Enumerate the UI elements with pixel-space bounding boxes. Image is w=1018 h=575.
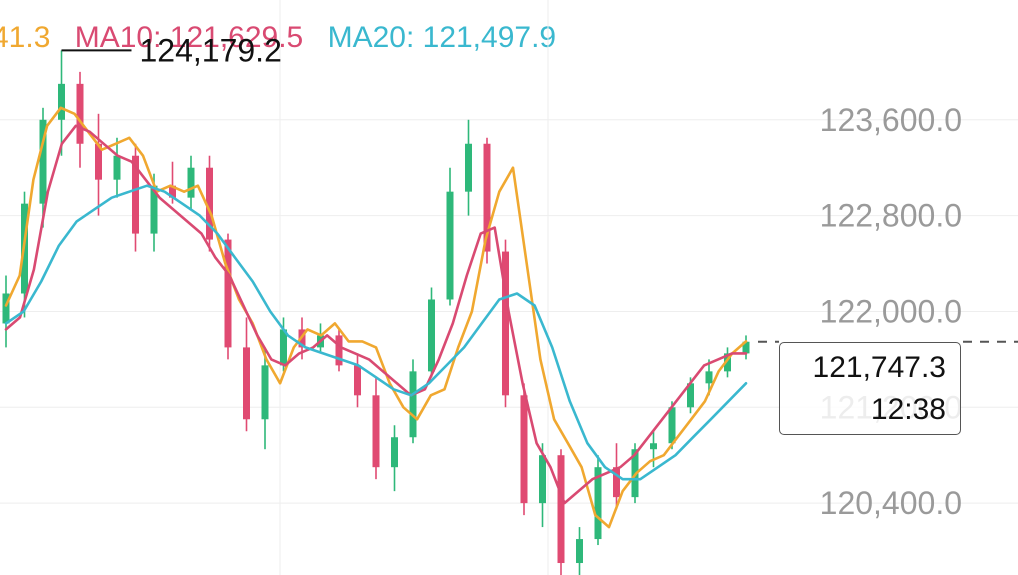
- candle-body: [705, 371, 713, 384]
- candle-body: [594, 467, 602, 540]
- candle-body: [428, 299, 435, 372]
- candles: [2, 50, 750, 575]
- candle-body: [372, 395, 380, 468]
- y-tick-label: 122,000.0: [820, 293, 962, 329]
- last-price-value: 121,747.3: [812, 351, 946, 384]
- ma5-legend: 41.3: [0, 21, 51, 54]
- candle-body: [539, 455, 546, 504]
- candle-body: [687, 383, 694, 408]
- candle-body: [557, 455, 565, 564]
- candle-body: [724, 353, 731, 372]
- candle-body: [58, 83, 65, 120]
- candle-body: [243, 347, 250, 420]
- ma-line-ma10: [4, 124, 748, 505]
- candle-body: [206, 167, 213, 240]
- candle-body: [483, 143, 491, 252]
- candle-body: [76, 83, 84, 144]
- candle-body: [169, 185, 176, 198]
- ma20-legend: MA20: 121,497.9: [327, 21, 557, 54]
- y-tick-label: 123,600.0: [820, 102, 962, 138]
- candle-body: [613, 467, 620, 498]
- candle-body: [224, 239, 232, 348]
- markers: 124,179.2: [61, 32, 1018, 343]
- candle-body: [409, 371, 417, 438]
- candle-countdown: 12:38: [870, 393, 946, 426]
- candle-body: [261, 365, 269, 420]
- candle-body: [668, 407, 676, 444]
- candle-body: [742, 341, 750, 354]
- ma10-legend: MA10: 121,629.5: [74, 21, 304, 54]
- y-tick-label: 122,800.0: [820, 198, 962, 234]
- candle-body: [391, 437, 398, 468]
- candle-body: [650, 443, 657, 450]
- moving-averages: [4, 106, 748, 529]
- last-price-box: 121,747.3 12:38: [779, 342, 961, 435]
- candle-body: [465, 143, 472, 192]
- candle-body: [113, 155, 121, 180]
- y-tick-label: 120,400.0: [820, 485, 962, 521]
- candle-body: [132, 155, 139, 234]
- candle-body: [187, 167, 195, 198]
- candle-body: [335, 335, 343, 366]
- candle-body: [280, 329, 287, 366]
- ma-line-ma20: [4, 184, 748, 481]
- candle-body: [95, 143, 102, 180]
- candle-body: [446, 191, 454, 300]
- candle-body: [150, 185, 158, 234]
- candle-body: [2, 293, 10, 324]
- candle-body: [576, 539, 583, 564]
- candle-body: [39, 119, 47, 204]
- high-marker-label: 124,179.2: [140, 32, 282, 68]
- candle-body: [354, 365, 361, 396]
- y-axis-labels: 123,600.0122,800.0122,000.0121,200.0120,…: [820, 102, 962, 521]
- ma-line-ma5: [4, 106, 748, 529]
- ma-legend: 41.3 MA10: 121,629.5 MA20: 121,497.9: [0, 18, 572, 58]
- candle-body: [520, 395, 528, 504]
- candle-body: [502, 251, 509, 396]
